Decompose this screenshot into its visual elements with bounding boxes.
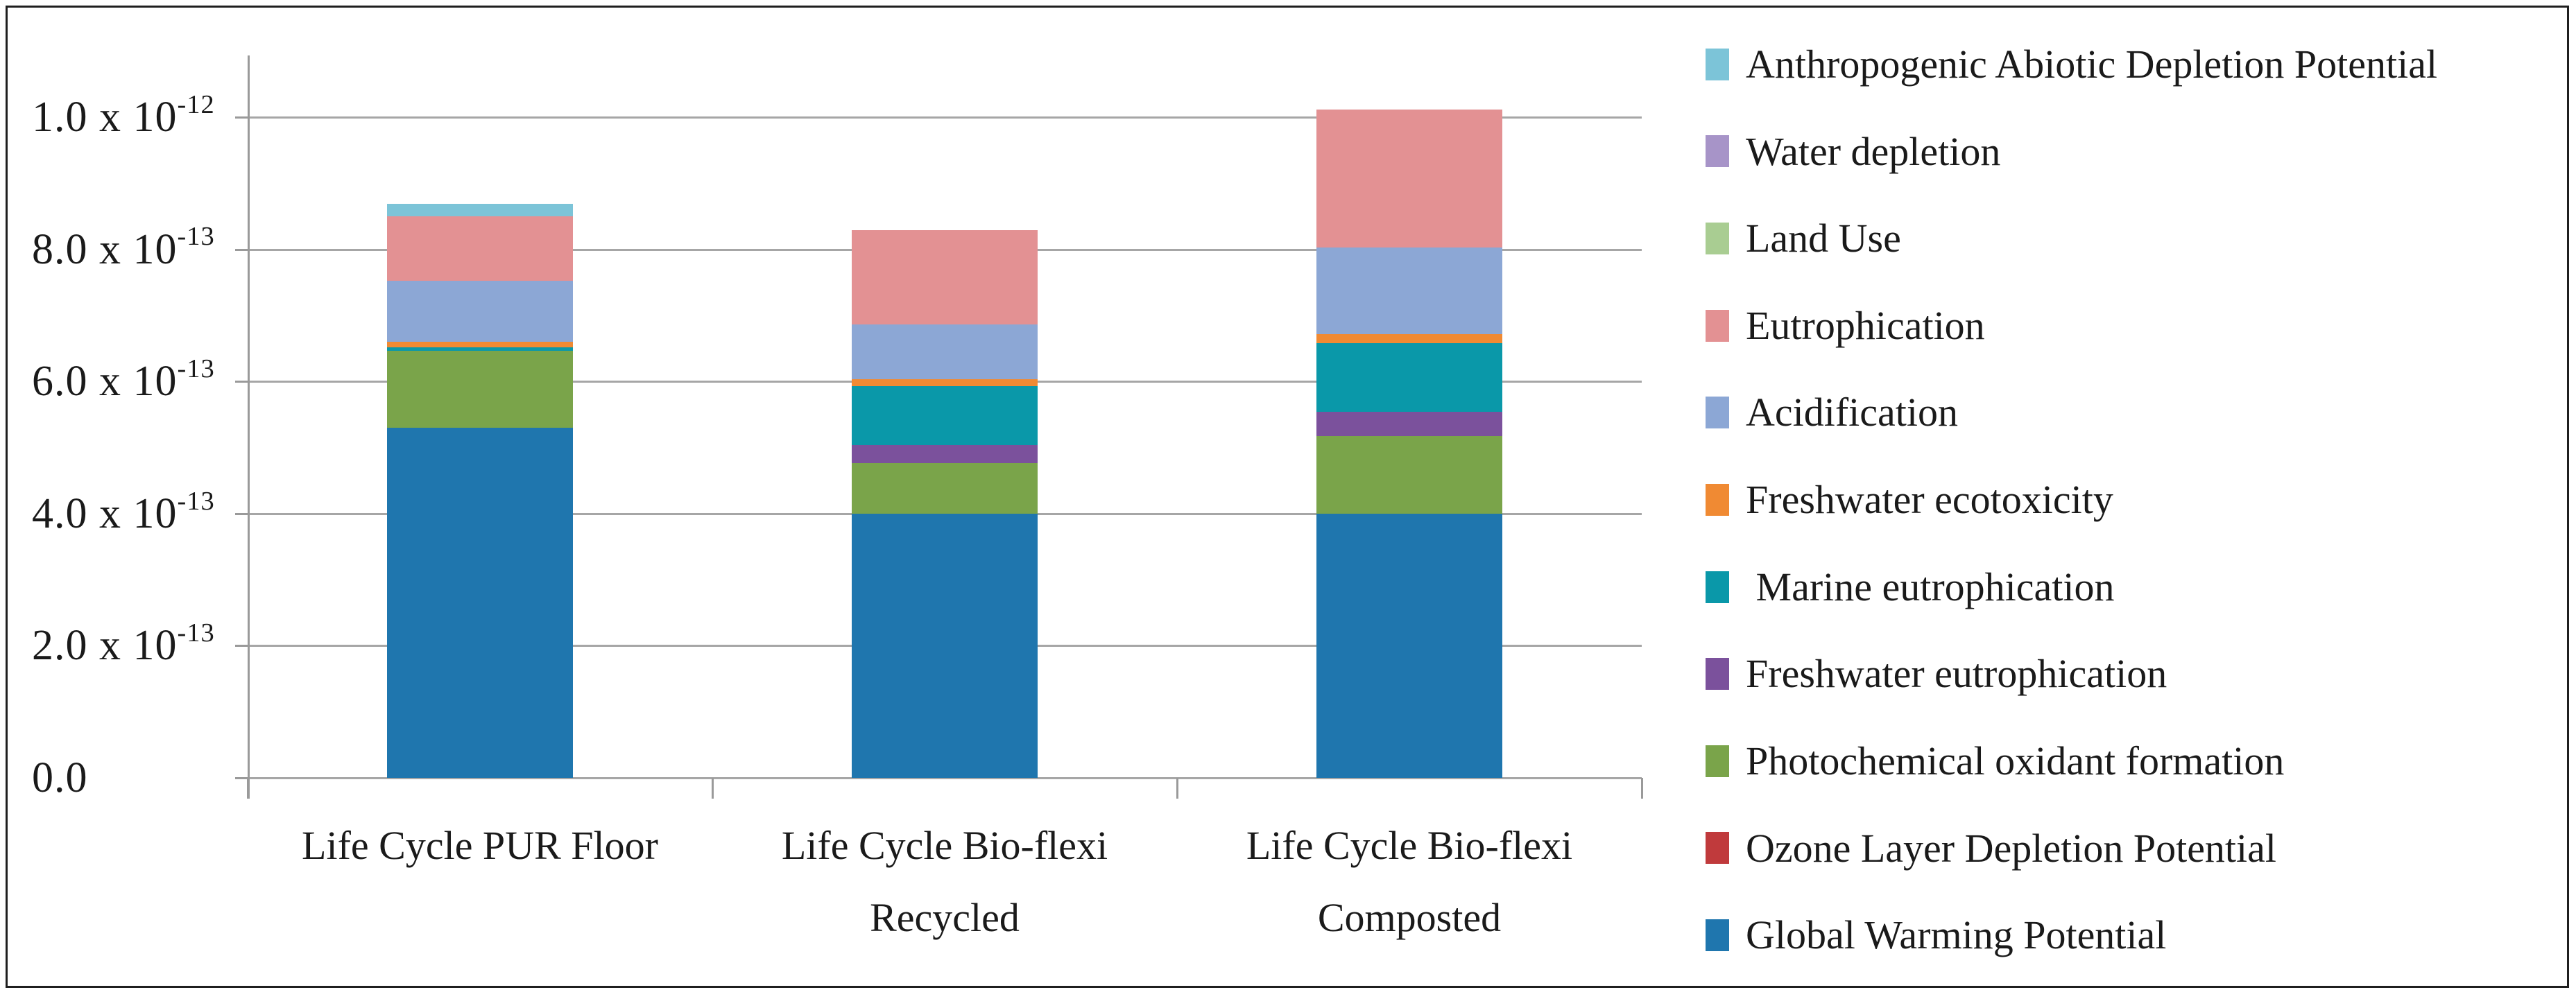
legend-item: Ozone Layer Depletion Potential bbox=[1706, 826, 2566, 871]
legend-item: Photochemical oxidant formation bbox=[1706, 739, 2566, 783]
bar-segment bbox=[387, 341, 573, 347]
legend-label: Ozone Layer Depletion Potential bbox=[1746, 825, 2277, 871]
bar-segment bbox=[387, 203, 573, 216]
bar-segment bbox=[852, 444, 1038, 464]
y-axis-tick bbox=[235, 777, 248, 779]
legend-item: Anthropogenic Abiotic Depletion Potentia… bbox=[1706, 42, 2566, 87]
y-axis-tick bbox=[235, 248, 248, 251]
legend-swatch bbox=[1706, 832, 1729, 865]
legend-label: Anthropogenic Abiotic Depletion Potentia… bbox=[1746, 41, 2438, 87]
legend-item: Freshwater ecotoxicity bbox=[1706, 478, 2566, 522]
x-category-label: Life Cycle Bio-flexi Composted bbox=[1246, 823, 1573, 941]
y-axis-tick bbox=[235, 645, 248, 648]
y-tick-base: 8.0 x 10 bbox=[32, 225, 178, 273]
bar-segment bbox=[1316, 333, 1502, 343]
legend-item: Freshwater eutrophication bbox=[1706, 652, 2566, 696]
bar-segment bbox=[852, 379, 1038, 386]
y-tick-base: 2.0 x 10 bbox=[32, 622, 178, 670]
legend-label: Acidification bbox=[1746, 390, 1959, 435]
y-tick-exponent: -13 bbox=[177, 618, 215, 648]
bar-segment bbox=[852, 513, 1038, 778]
legend-swatch bbox=[1706, 745, 1729, 777]
legend-label: Freshwater ecotoxicity bbox=[1746, 477, 2113, 523]
legend-swatch bbox=[1706, 135, 1729, 168]
legend-item: Eutrophication bbox=[1706, 302, 2566, 348]
legend-item: Land Use bbox=[1706, 216, 2566, 261]
legend-swatch bbox=[1706, 223, 1729, 255]
bar-segment bbox=[852, 463, 1038, 514]
y-tick-label: 1.0 x 10-12 bbox=[32, 92, 215, 141]
y-tick-label: 0.0 bbox=[32, 756, 88, 799]
legend-label: Photochemical oxidant formation bbox=[1746, 738, 2285, 783]
y-tick-label: 8.0 x 10-13 bbox=[32, 223, 215, 273]
y-tick-base: 1.0 x 10 bbox=[32, 94, 178, 141]
legend-label: Global Warming Potential bbox=[1746, 912, 2167, 958]
y-tick-exponent: -13 bbox=[177, 486, 215, 516]
y-axis-tick bbox=[235, 381, 248, 383]
y-gridline bbox=[248, 116, 1642, 119]
y-axis-tick bbox=[235, 116, 248, 119]
stacked-bar bbox=[852, 229, 1038, 778]
y-tick-exponent: -12 bbox=[177, 89, 215, 119]
x-axis-tick bbox=[1641, 778, 1643, 799]
bar-segment bbox=[1316, 109, 1502, 247]
x-axis-tick bbox=[712, 778, 714, 799]
legend-swatch bbox=[1706, 397, 1729, 429]
legend-label: Land Use bbox=[1746, 216, 1901, 261]
stacked-bar bbox=[387, 203, 573, 778]
bar-segment bbox=[852, 324, 1038, 380]
legend-label: Freshwater eutrophication bbox=[1746, 651, 2167, 697]
legend-label: Water depletion bbox=[1746, 128, 2001, 174]
x-category-label: Life Cycle PUR Floor bbox=[302, 823, 658, 868]
bar-segment bbox=[1316, 247, 1502, 334]
y-tick-base: 6.0 x 10 bbox=[32, 358, 178, 406]
bar-segment bbox=[387, 216, 573, 281]
stacked-bar bbox=[1316, 109, 1502, 778]
legend-label: Marine eutrophication bbox=[1746, 564, 2115, 609]
legend-swatch bbox=[1706, 309, 1729, 342]
y-tick-label: 4.0 x 10-13 bbox=[32, 487, 215, 537]
legend-swatch bbox=[1706, 658, 1729, 690]
y-tick-exponent: -13 bbox=[177, 222, 215, 252]
y-tick-label: 2.0 x 10-13 bbox=[32, 620, 215, 670]
legend-item: Marine eutrophication bbox=[1706, 564, 2566, 609]
y-tick-label: 6.0 x 10-13 bbox=[32, 356, 215, 406]
bar-segment bbox=[852, 229, 1038, 325]
bar-segment bbox=[387, 427, 573, 778]
x-axis-tick bbox=[247, 778, 249, 799]
bar-segment bbox=[387, 351, 573, 428]
legend-item: Global Warming Potential bbox=[1706, 913, 2566, 957]
legend-label: Eutrophication bbox=[1746, 302, 1985, 348]
y-gridline bbox=[248, 777, 1642, 779]
bar-segment bbox=[1316, 436, 1502, 514]
y-tick-base: 0.0 bbox=[32, 754, 88, 801]
x-category-label: Life Cycle Bio-flexi Recycled bbox=[781, 823, 1108, 941]
bar-segment bbox=[1316, 412, 1502, 437]
y-tick-base: 4.0 x 10 bbox=[32, 489, 178, 537]
y-axis-line bbox=[248, 55, 250, 799]
legend-swatch bbox=[1706, 483, 1729, 516]
x-axis-tick bbox=[1176, 778, 1178, 799]
legend-swatch bbox=[1706, 48, 1729, 80]
legend-item: Water depletion bbox=[1706, 128, 2566, 174]
legend-swatch bbox=[1706, 919, 1729, 952]
bar-segment bbox=[1316, 342, 1502, 412]
y-tick-exponent: -13 bbox=[177, 354, 215, 383]
bar-segment bbox=[387, 347, 573, 351]
bar-segment bbox=[387, 281, 573, 342]
legend: Anthropogenic Abiotic Depletion Potentia… bbox=[1706, 21, 2566, 979]
bar-segment bbox=[852, 385, 1038, 445]
legend-swatch bbox=[1706, 571, 1729, 603]
bar-segment bbox=[1316, 513, 1502, 778]
legend-item: Acidification bbox=[1706, 390, 2566, 435]
y-axis-tick bbox=[235, 512, 248, 515]
